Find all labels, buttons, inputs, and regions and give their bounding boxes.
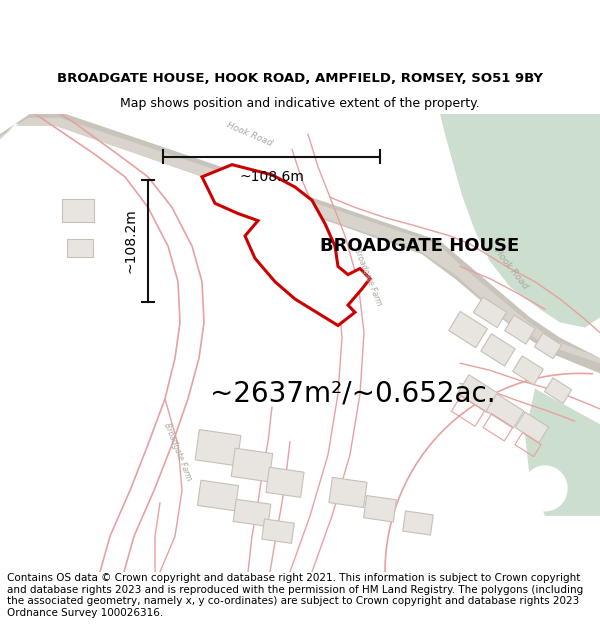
Bar bbox=[266, 468, 304, 498]
Bar bbox=[195, 429, 241, 466]
Polygon shape bbox=[525, 389, 600, 516]
Polygon shape bbox=[202, 164, 370, 326]
Text: Hook Road: Hook Road bbox=[492, 247, 529, 291]
Bar bbox=[197, 480, 239, 511]
Bar bbox=[62, 199, 94, 222]
Bar bbox=[535, 333, 562, 359]
Bar bbox=[544, 378, 572, 404]
Bar bbox=[505, 315, 535, 344]
Bar bbox=[329, 478, 367, 508]
Text: Broadgate Farm: Broadgate Farm bbox=[352, 247, 383, 307]
Bar bbox=[457, 375, 499, 413]
Bar bbox=[233, 499, 271, 526]
Bar bbox=[473, 297, 506, 328]
Bar bbox=[512, 356, 544, 385]
Text: ~108.6m: ~108.6m bbox=[239, 170, 304, 184]
Text: ~2637m²/~0.652ac.: ~2637m²/~0.652ac. bbox=[210, 380, 496, 408]
Polygon shape bbox=[0, 114, 600, 373]
Bar bbox=[486, 394, 524, 428]
Text: BROADGATE HOUSE, HOOK ROAD, AMPFIELD, ROMSEY, SO51 9BY: BROADGATE HOUSE, HOOK ROAD, AMPFIELD, RO… bbox=[57, 72, 543, 85]
Bar bbox=[403, 511, 433, 535]
Bar bbox=[481, 334, 515, 366]
Text: Broadgate Farm: Broadgate Farm bbox=[162, 422, 193, 482]
Bar bbox=[515, 432, 541, 457]
Bar bbox=[231, 448, 273, 482]
Bar bbox=[364, 496, 397, 522]
Text: Contains OS data © Crown copyright and database right 2021. This information is : Contains OS data © Crown copyright and d… bbox=[7, 573, 583, 618]
Polygon shape bbox=[370, 114, 600, 328]
Polygon shape bbox=[0, 118, 600, 363]
Bar bbox=[483, 414, 513, 441]
Polygon shape bbox=[523, 466, 567, 511]
Bar bbox=[451, 396, 485, 426]
Bar bbox=[515, 412, 548, 442]
Text: Hook Road: Hook Road bbox=[225, 121, 274, 148]
Bar bbox=[449, 311, 487, 348]
Bar bbox=[67, 239, 93, 258]
Text: BROADGATE HOUSE: BROADGATE HOUSE bbox=[320, 237, 520, 255]
Text: ~108.2m: ~108.2m bbox=[123, 209, 137, 273]
Text: Map shows position and indicative extent of the property.: Map shows position and indicative extent… bbox=[120, 97, 480, 110]
Bar bbox=[262, 519, 294, 543]
